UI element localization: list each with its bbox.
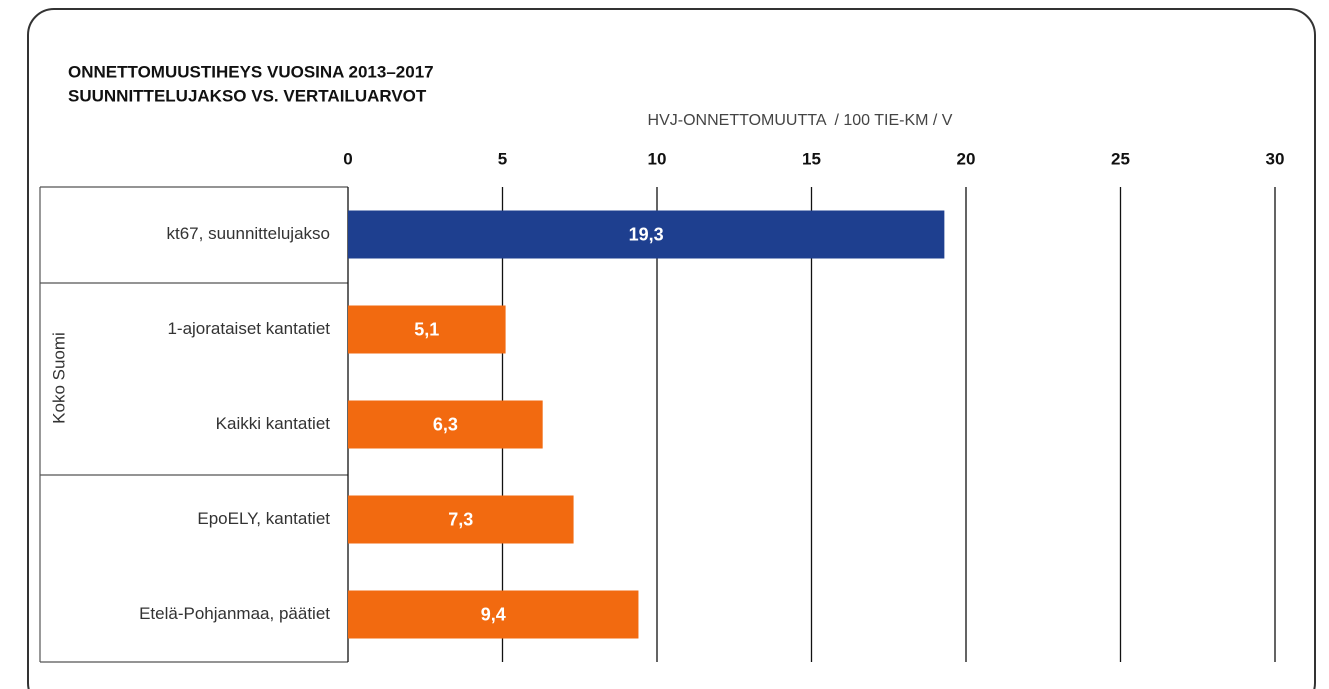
bar [348, 590, 639, 639]
x-tick-label: 25 [1111, 149, 1130, 168]
x-tick-label: 15 [802, 149, 821, 168]
y-tick-label: Kaikki kantatiet [216, 414, 331, 433]
chart-subtitle: SUUNNITTELUJAKSO VS. VERTAILUARVOT [68, 86, 427, 105]
chart-title: ONNETTOMUUSTIHEYS VUOSINA 2013–2017 [68, 62, 434, 81]
y-tick-label: 1-ajorataiset kantatiet [167, 319, 330, 338]
bar [348, 495, 574, 544]
value-label: 6,3 [433, 414, 458, 434]
x-tick-label: 30 [1266, 149, 1285, 168]
x-tick-label: 5 [498, 149, 507, 168]
bar [348, 210, 945, 259]
bar [348, 305, 506, 354]
value-label: 5,1 [414, 319, 439, 339]
bar [348, 400, 543, 449]
value-label: 19,3 [629, 224, 664, 244]
y-tick-label: Etelä-Pohjanmaa, päätiet [139, 604, 330, 623]
y-tick-label: kt67, suunnittelujakso [167, 224, 331, 243]
value-label: 9,4 [481, 604, 506, 624]
x-tick-label: 10 [648, 149, 667, 168]
category-panel [39, 186, 348, 663]
frame [27, 8, 1316, 689]
x-tick-label: 0 [343, 149, 352, 168]
x-axis-label: HVJ-ONNETTOMUUTTA / 100 TIE-KM / V [648, 112, 953, 129]
x-tick-label: 20 [957, 149, 976, 168]
value-label: 7,3 [448, 509, 473, 529]
group-label: Koko Suomi [49, 332, 68, 424]
y-tick-label: EpoELY, kantatiet [197, 509, 330, 528]
